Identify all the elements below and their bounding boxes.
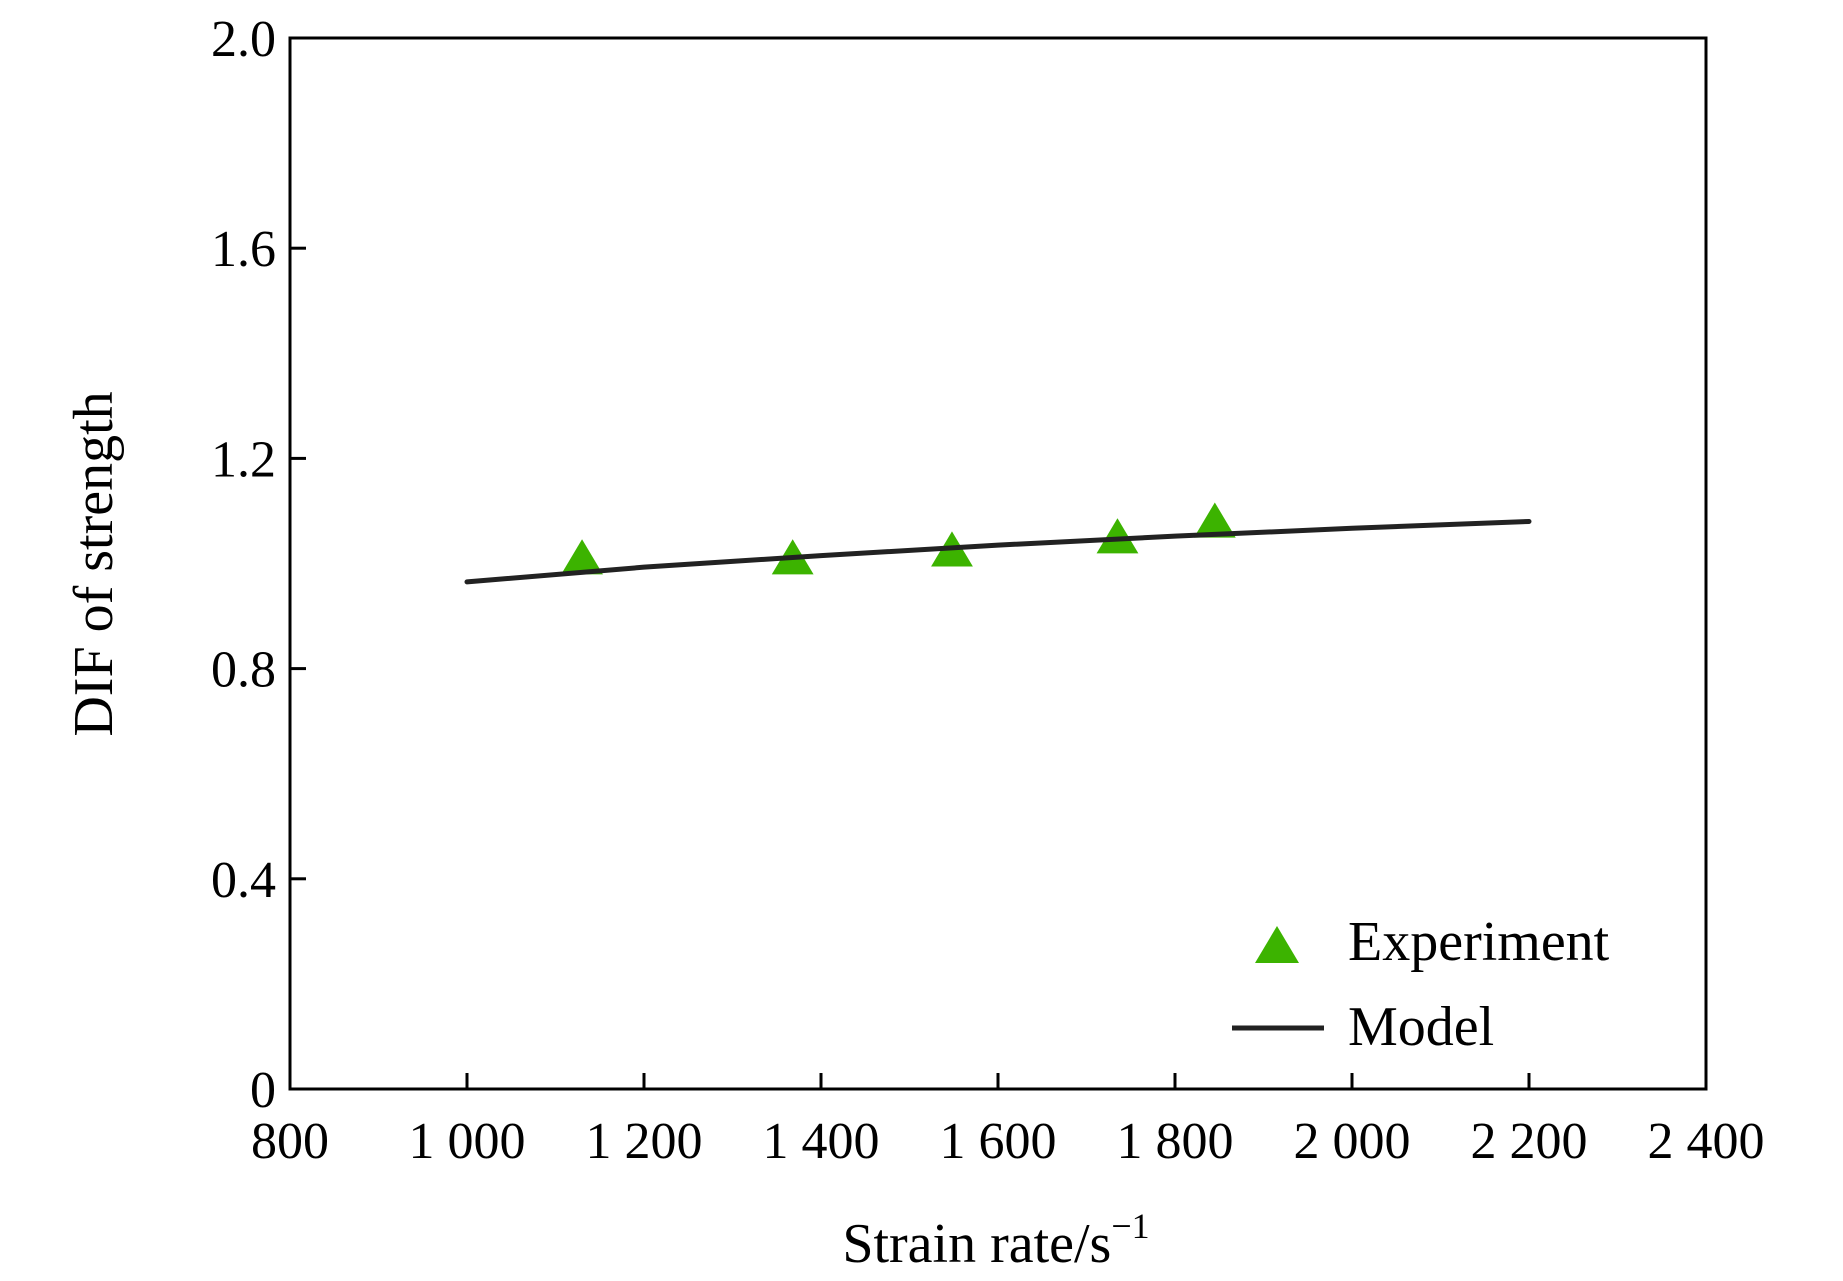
model-line bbox=[464, 518, 1532, 585]
y-tick-label: 0 bbox=[250, 1062, 276, 1119]
y-tick-label: 0.8 bbox=[211, 642, 276, 699]
x-tick-label: 800 bbox=[251, 1113, 329, 1170]
x-tick-label: 2 400 bbox=[1648, 1113, 1765, 1170]
experiment-point bbox=[1096, 518, 1139, 554]
y-tick-label: 1.2 bbox=[211, 431, 276, 488]
x-tick-label: 1 000 bbox=[409, 1113, 526, 1170]
x-tick-label: 1 800 bbox=[1117, 1113, 1234, 1170]
x-axis-ticks: 800 1 000 1 200 1 400 1 600 1 800 2 000 2 200 2 … bbox=[251, 1073, 1765, 1170]
x-tick-label: 2 000 bbox=[1294, 1113, 1411, 1170]
legend-experiment-label: Experiment bbox=[1348, 911, 1610, 973]
y-axis-title: DIF of strength bbox=[63, 391, 125, 736]
y-tick-label: 2.0 bbox=[211, 11, 276, 68]
x-axis-title: Strain rate/s−1 bbox=[842, 1206, 1149, 1275]
legend: Experiment Model bbox=[1232, 911, 1610, 1058]
y-axis-ticks: 0 0.4 0.8 1.2 1.6 2.0 bbox=[211, 11, 306, 1119]
x-axis-title-superscript: −1 bbox=[1111, 1206, 1149, 1246]
x-axis-title-text: Strain rate/s bbox=[842, 1213, 1111, 1275]
experiment-point bbox=[1193, 502, 1236, 538]
legend-experiment-marker bbox=[1255, 926, 1299, 963]
y-tick-label: 0.4 bbox=[211, 852, 276, 909]
legend-model-label: Model bbox=[1348, 996, 1494, 1058]
x-tick-label: 1 200 bbox=[586, 1113, 703, 1170]
y-tick-label: 1.6 bbox=[211, 221, 276, 278]
x-tick-label: 1 600 bbox=[940, 1113, 1057, 1170]
experiment-point bbox=[561, 539, 603, 575]
x-tick-label: 1 400 bbox=[763, 1113, 880, 1170]
series-layer bbox=[464, 502, 1532, 585]
x-tick-label: 2 200 bbox=[1471, 1113, 1588, 1170]
